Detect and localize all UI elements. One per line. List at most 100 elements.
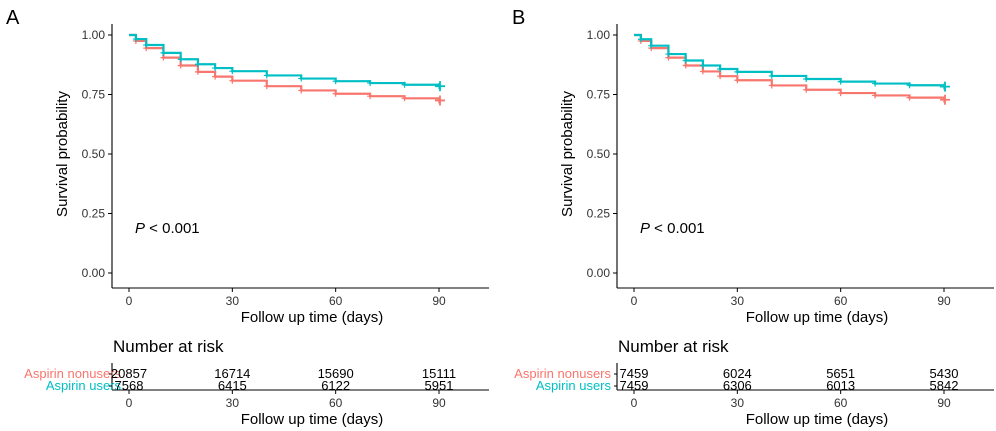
- censor-mark: [263, 83, 270, 90]
- censor-mark: [665, 51, 672, 58]
- risk-x-tick-label: 0: [631, 396, 638, 410]
- risk-row-label: Aspirin nonusers: [24, 366, 121, 381]
- y-tick-label: 1.00: [82, 28, 106, 42]
- risk-value: 6415: [218, 378, 247, 393]
- risk-value: 5951: [425, 378, 454, 393]
- censor-mark: [194, 68, 201, 75]
- x-tick-label: 90: [937, 294, 951, 308]
- panel-a: A 0.00 0.25 0.50 0.75 1.00 0 30 60 90 Follow up ti…: [6, 7, 489, 428]
- risk-x-tick-label: 90: [937, 396, 951, 410]
- censor-mark: [332, 90, 339, 97]
- risk-value: 16714: [214, 366, 250, 381]
- panel-label: B: [512, 7, 525, 29]
- survival-curve-users: [634, 33, 946, 87]
- p-value-annotation: P < 0.001: [640, 220, 705, 237]
- censor-mark: [768, 72, 775, 79]
- censor-mark: [298, 87, 305, 94]
- risk-row-label: Aspirin users: [46, 378, 122, 393]
- censor-mark: [177, 62, 184, 69]
- censor-mark: [229, 68, 236, 75]
- censor-mark: [160, 49, 167, 56]
- x-tick-label: 30: [731, 294, 745, 308]
- x-tick-label: 90: [432, 294, 446, 308]
- censor-mark: [401, 81, 408, 88]
- censor-mark: [803, 86, 810, 93]
- censor-mark: [332, 78, 339, 85]
- censor-mark: [298, 75, 305, 82]
- risk-x-tick-label: 30: [226, 396, 240, 410]
- risk-x-tick-label: 60: [834, 396, 848, 410]
- y-tick-label: 0.75: [587, 88, 611, 102]
- y-tick-label: 1.00: [587, 28, 611, 42]
- risk-table-title: Number at risk: [113, 337, 224, 356]
- censor-mark: [837, 78, 844, 85]
- risk-value: 15111: [422, 366, 456, 381]
- censor-mark: [401, 95, 408, 102]
- x-tick-label: 0: [126, 294, 133, 308]
- censor-mark: [212, 65, 219, 72]
- censor-mark: [143, 41, 150, 48]
- risk-x-tick-label: 0: [126, 396, 133, 410]
- x-tick-label: 60: [834, 294, 848, 308]
- survival-curve-nonusers: [634, 33, 946, 100]
- p-value-text: < 0.001: [145, 220, 200, 237]
- censor-mark: [212, 73, 219, 80]
- p-value-symbol: P: [135, 220, 145, 237]
- censor-mark: [367, 93, 374, 100]
- survival-curve-nonusers: [129, 33, 441, 101]
- y-axis-label: Survival probability: [559, 91, 576, 217]
- censor-mark: [229, 77, 236, 84]
- risk-value: 5842: [930, 378, 959, 393]
- risk-value: 6024: [723, 366, 752, 381]
- censor-mark: [263, 72, 270, 79]
- risk-value: 15690: [318, 366, 354, 381]
- censor-mark: [872, 80, 879, 87]
- risk-value: 6122: [321, 378, 350, 393]
- censor-mark: [194, 61, 201, 68]
- censor-mark: [367, 80, 374, 87]
- end-censor-mark: [940, 81, 950, 92]
- censor-mark: [637, 36, 644, 43]
- censor-mark: [682, 57, 689, 64]
- risk-x-tick-label: 60: [329, 396, 343, 410]
- y-axis-label: Survival probability: [54, 91, 71, 217]
- x-tick-label: 30: [226, 294, 240, 308]
- censor-mark: [699, 68, 706, 75]
- x-axis-label: Follow up time (days): [746, 309, 889, 326]
- y-tick-label: 0.25: [587, 207, 611, 221]
- risk-table-title: Number at risk: [618, 337, 729, 356]
- risk-value: 5651: [826, 366, 855, 381]
- risk-value: 6306: [723, 378, 752, 393]
- censor-mark: [837, 90, 844, 97]
- censor-mark: [734, 77, 741, 84]
- censor-mark: [734, 68, 741, 75]
- censor-mark: [872, 92, 879, 99]
- censor-mark: [768, 82, 775, 89]
- y-tick-label: 0.75: [82, 88, 106, 102]
- censor-mark: [132, 36, 139, 43]
- risk-row-label: Aspirin users: [536, 378, 612, 393]
- risk-value: 6013: [826, 378, 855, 393]
- risk-value: 7459: [620, 378, 649, 393]
- end-censor-mark: [940, 94, 950, 105]
- y-tick-label: 0.50: [587, 147, 611, 161]
- p-value-text: < 0.001: [650, 220, 705, 237]
- end-censor-mark: [435, 95, 445, 106]
- risk-row-label: Aspirin nonusers: [514, 366, 611, 381]
- risk-x-tick-label: 90: [432, 396, 446, 410]
- p-value-annotation: P < 0.001: [135, 220, 200, 237]
- survival-curve-users: [129, 33, 441, 87]
- end-censor-mark: [435, 81, 445, 92]
- x-axis-label: Follow up time (days): [241, 309, 384, 326]
- panel-b: B 0.00 0.25 0.50 0.75 1.00 0 30 60 90 Follow up ti…: [512, 7, 994, 428]
- y-tick-label: 0.25: [82, 207, 106, 221]
- censor-mark: [648, 42, 655, 49]
- censor-mark: [177, 56, 184, 63]
- y-tick-label: 0.50: [82, 147, 106, 161]
- censor-mark: [803, 76, 810, 83]
- censor-mark: [717, 66, 724, 73]
- risk-x-tick-label: 30: [731, 396, 745, 410]
- y-tick-label: 0.00: [587, 266, 611, 280]
- risk-value: 7568: [115, 378, 144, 393]
